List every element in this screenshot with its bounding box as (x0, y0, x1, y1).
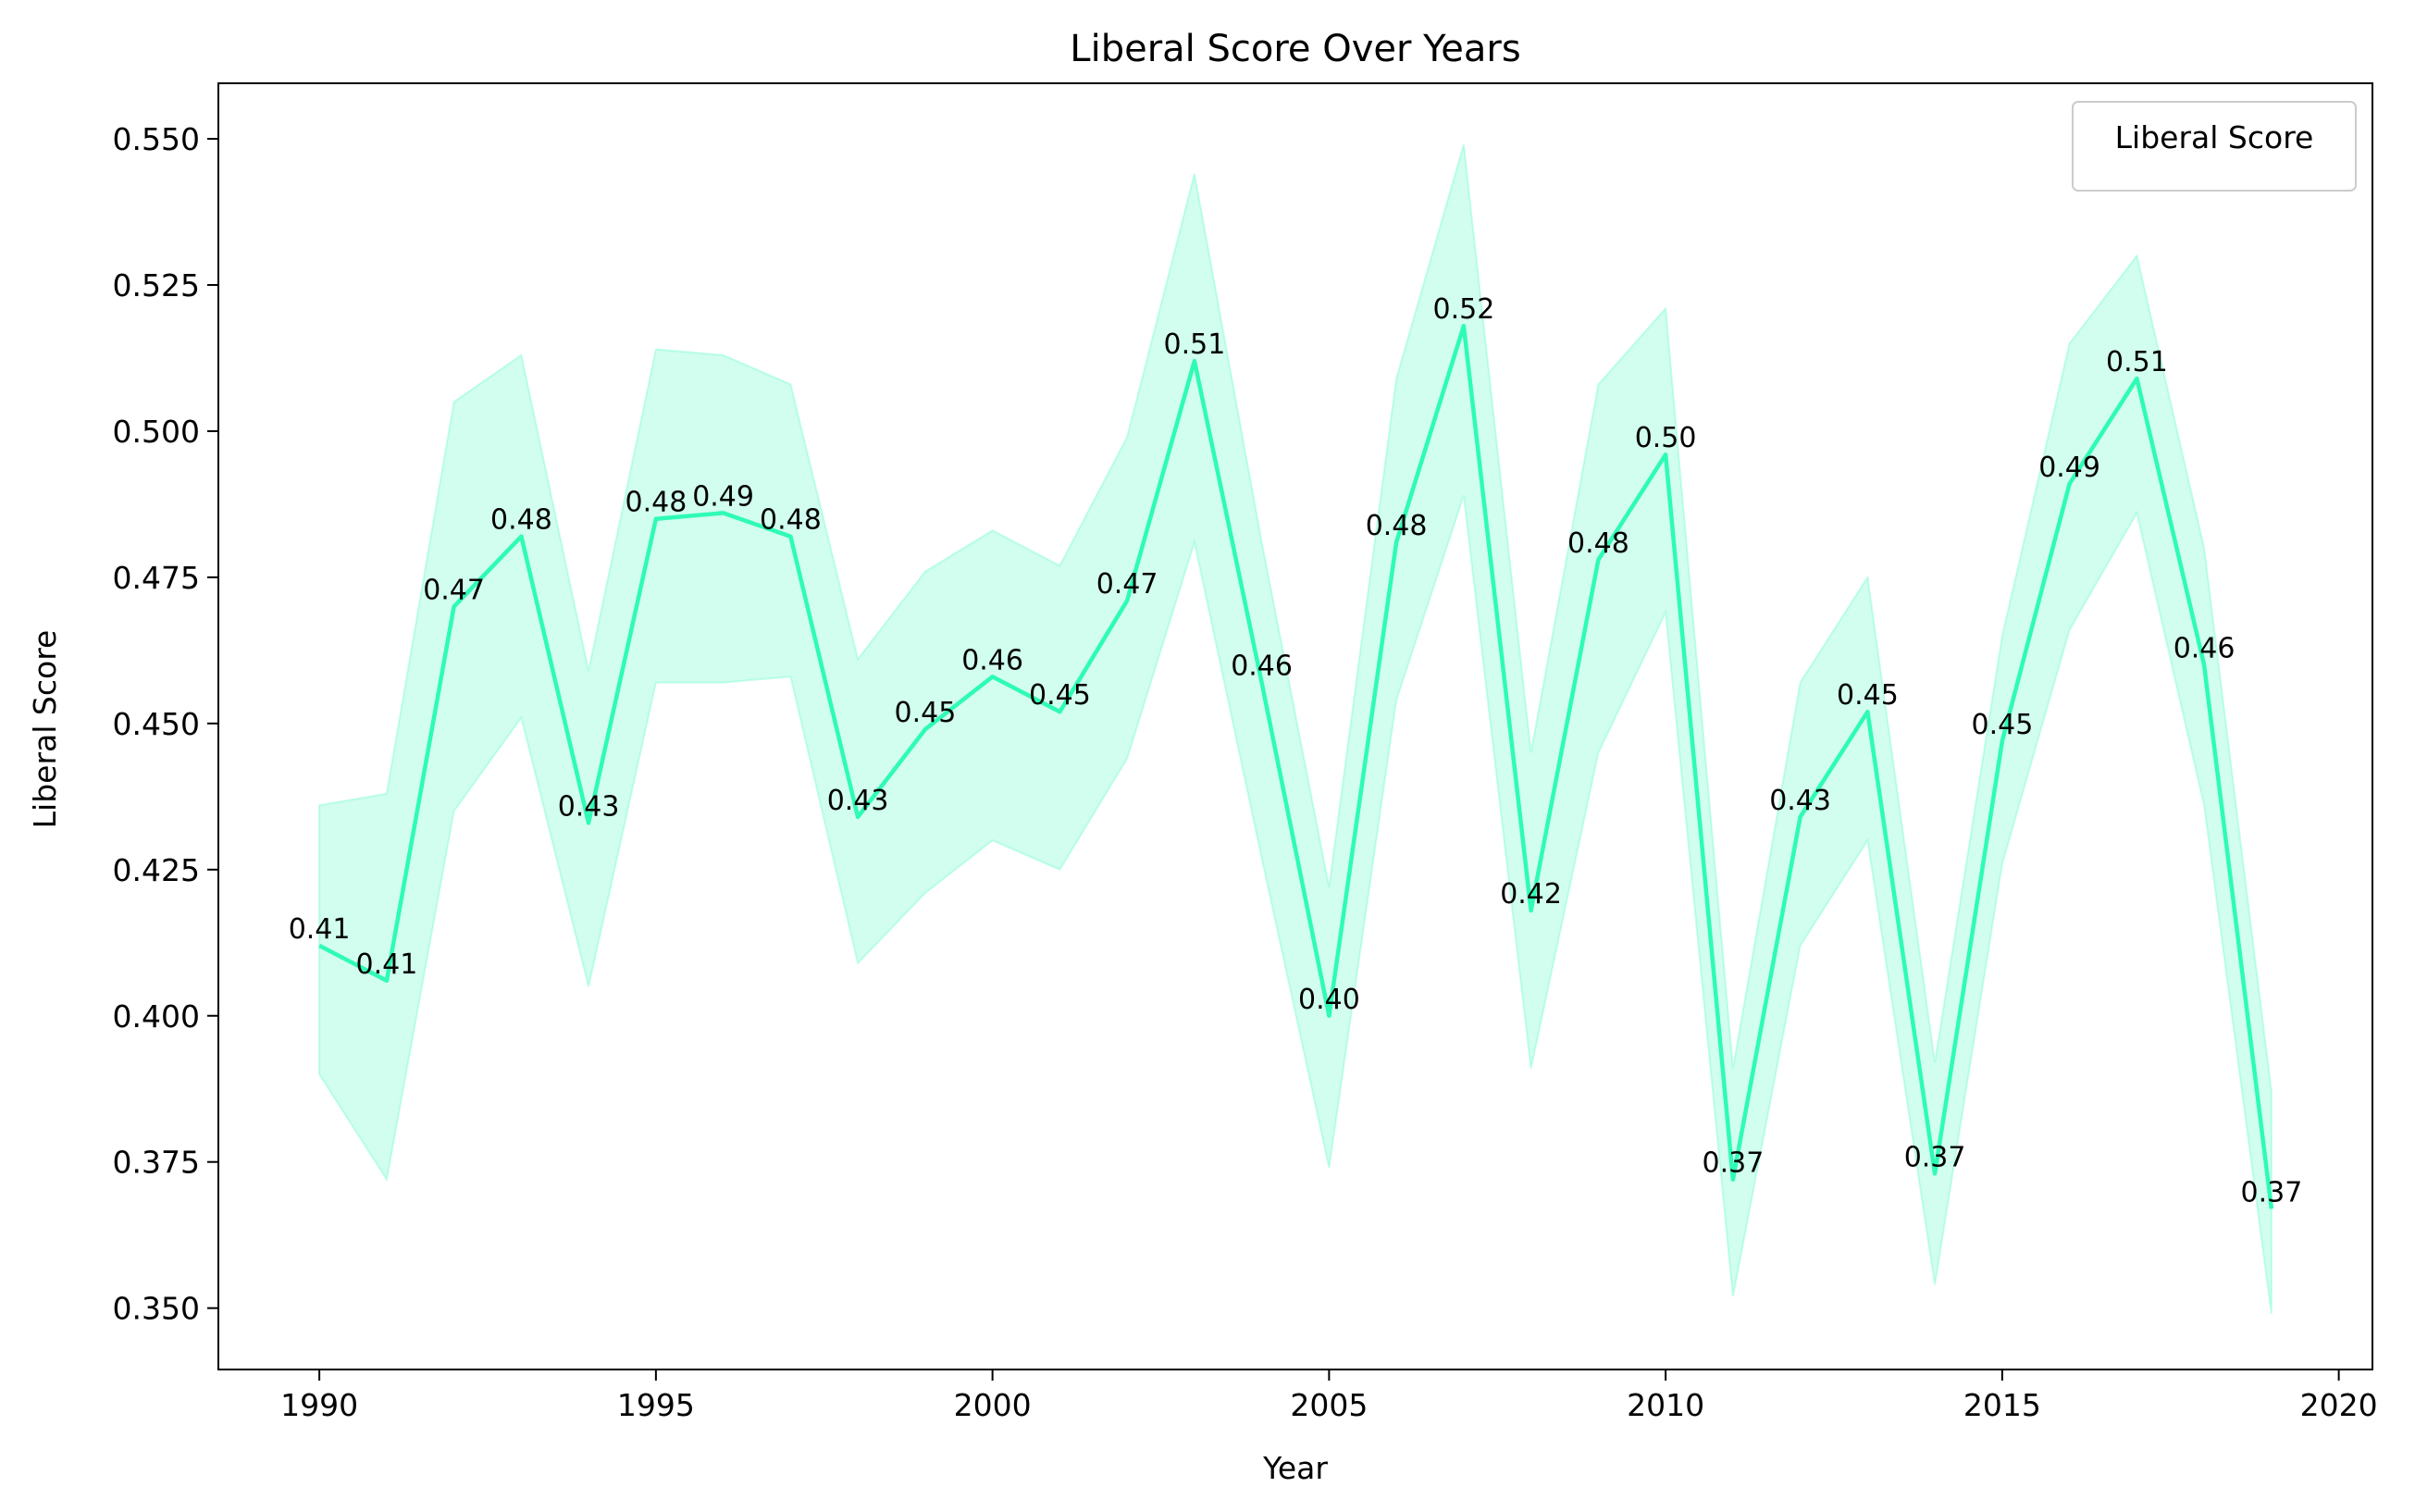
data-label: 0.45 (895, 697, 957, 729)
y-axis-label: Liberal Score (27, 630, 63, 829)
data-label: 0.51 (1164, 328, 1226, 361)
x-tick-label: 2000 (954, 1387, 1032, 1423)
data-label: 0.37 (1904, 1141, 1966, 1173)
data-label: 0.46 (961, 644, 1023, 676)
data-label: 0.46 (2174, 633, 2235, 665)
data-label: 0.48 (1567, 527, 1629, 560)
legend: Liberal Score (2072, 101, 2357, 192)
data-label: 0.41 (289, 913, 351, 946)
data-label: 0.37 (1703, 1147, 1765, 1180)
x-tick-label: 2005 (1290, 1387, 1368, 1423)
y-tick-label: 0.375 (113, 1145, 200, 1181)
data-label: 0.37 (2241, 1176, 2303, 1208)
x-tick-label: 2015 (1963, 1387, 2041, 1423)
confidence-band-layer (318, 144, 2273, 1315)
y-tick-label: 0.475 (113, 560, 200, 596)
data-label: 0.47 (1096, 568, 1158, 601)
axes-layer: 1990 1995 2000 2005 2010 2015 2020 0.350 0.375 0.… (113, 82, 2378, 1423)
data-label: 0.40 (1298, 984, 1360, 1016)
data-label: 0.48 (760, 504, 822, 537)
data-label: 0.48 (490, 504, 552, 537)
data-label: 0.52 (1433, 293, 1495, 326)
y-tick-label: 0.550 (113, 121, 200, 157)
data-label: 0.42 (1500, 878, 1562, 911)
x-tick-label: 2020 (2300, 1387, 2378, 1423)
x-axis-label: Year (1262, 1450, 1328, 1486)
y-tick-label: 0.525 (113, 267, 200, 304)
confidence-band (318, 144, 2273, 1315)
data-label: 0.48 (625, 487, 687, 519)
data-label: 0.46 (1231, 651, 1293, 683)
legend-box (2072, 101, 2357, 192)
data-label: 0.45 (1837, 679, 1899, 712)
y-tick-label: 0.500 (113, 414, 200, 450)
data-label: 0.41 (356, 948, 418, 981)
data-label: 0.49 (692, 480, 754, 513)
data-label: 0.43 (1769, 785, 1831, 817)
x-tick-label: 2010 (1627, 1387, 1704, 1423)
x-tick-label: 1990 (280, 1387, 358, 1423)
data-label: 0.48 (1366, 510, 1428, 542)
chart-title: Liberal Score Over Years (1070, 28, 1520, 70)
data-label: 0.43 (558, 790, 620, 823)
data-label: 0.49 (2038, 452, 2100, 484)
y-tick-label: 0.400 (113, 998, 200, 1035)
data-label: 0.50 (1635, 422, 1697, 454)
data-label: 0.51 (2106, 346, 2168, 378)
x-tick-label: 1995 (617, 1387, 695, 1423)
data-label-layer: 0.410.410.470.480.430.48 0.490.480.430.45… (289, 293, 2303, 1208)
data-label: 0.45 (1029, 679, 1091, 712)
data-label: 0.45 (1972, 709, 2034, 741)
series-line (318, 323, 2274, 1209)
data-label: 0.47 (423, 575, 485, 607)
series-line-layer (318, 323, 2274, 1209)
data-label: 0.43 (827, 785, 889, 817)
plot-frame (217, 82, 2373, 1370)
y-tick-label: 0.450 (113, 706, 200, 742)
legend-title: Liberal Score (2115, 119, 2314, 155)
y-tick-label: 0.350 (113, 1291, 200, 1327)
y-tick-label: 0.425 (113, 852, 200, 888)
